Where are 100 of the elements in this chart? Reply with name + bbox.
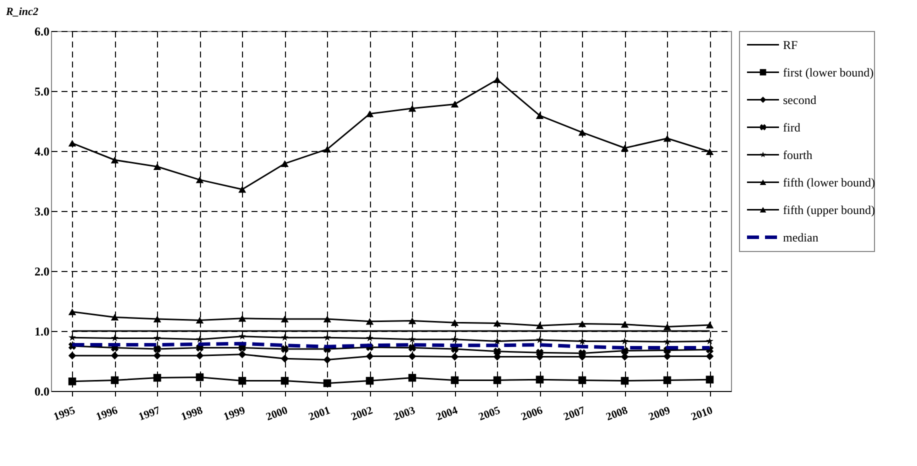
point	[323, 356, 332, 364]
x-tick-label: 2004	[434, 404, 460, 424]
point	[621, 337, 628, 344]
point	[408, 336, 416, 343]
point	[280, 376, 289, 385]
point	[536, 322, 544, 329]
point	[153, 316, 162, 322]
point	[536, 336, 544, 344]
point	[493, 76, 502, 83]
legend-label: fird	[783, 120, 800, 134]
point	[620, 352, 629, 361]
point	[238, 186, 246, 193]
point	[706, 322, 714, 328]
x-tick-label: 2008	[604, 404, 630, 424]
y-tick-label: 1.0	[34, 324, 50, 338]
y-tick-label: 3.0	[34, 204, 50, 218]
x-tick-label: 2006	[520, 404, 545, 424]
legend-label: fifth (upper bound)	[783, 202, 875, 217]
y-tick-label: 0.0	[34, 384, 50, 398]
y-tick-label: 6.0	[34, 24, 50, 38]
point	[493, 320, 502, 327]
legend-label: RF	[783, 38, 798, 52]
point	[706, 376, 714, 384]
point	[493, 348, 502, 356]
point	[620, 321, 629, 328]
legend-label: median	[783, 230, 818, 244]
x-tick-label: 2005	[477, 404, 502, 424]
point	[68, 378, 76, 386]
point	[196, 373, 204, 382]
point	[408, 317, 416, 324]
x-tick-label: 2010	[690, 404, 715, 424]
point	[323, 316, 332, 322]
point	[451, 336, 458, 343]
point	[620, 144, 629, 152]
x-tick-label: 1997	[137, 404, 162, 424]
point	[110, 314, 119, 321]
point	[578, 376, 586, 384]
point	[366, 318, 374, 325]
point	[578, 129, 586, 136]
point	[68, 140, 76, 147]
point	[578, 337, 586, 344]
point	[111, 334, 118, 342]
point	[450, 376, 459, 384]
point	[450, 352, 459, 361]
point	[620, 376, 629, 385]
legend-label: fifth (lower bound)	[783, 175, 875, 190]
point	[706, 352, 714, 360]
point	[280, 316, 289, 322]
point	[578, 320, 586, 328]
legend-label: second	[783, 92, 816, 107]
point	[366, 352, 374, 360]
point	[408, 344, 416, 352]
point	[536, 112, 544, 119]
x-tick-label: 2007	[562, 404, 588, 424]
x-tick-label: 2003	[392, 404, 418, 424]
point	[706, 337, 714, 344]
point	[408, 105, 416, 112]
point	[238, 332, 246, 340]
point	[663, 376, 672, 384]
point	[536, 348, 544, 356]
point	[323, 379, 332, 388]
point	[110, 156, 119, 164]
x-tick-label: 1995	[52, 404, 78, 424]
point	[238, 376, 246, 385]
point	[238, 315, 246, 322]
y-tick-label: 5.0	[34, 84, 50, 98]
y-axis-title: R_inc2	[5, 6, 39, 18]
x-tick-label: 2000	[264, 404, 290, 424]
point	[408, 374, 416, 382]
point	[68, 352, 76, 360]
point	[663, 135, 672, 142]
x-tick-label: 1999	[222, 404, 248, 424]
point	[153, 163, 162, 170]
point	[153, 345, 162, 353]
point	[280, 160, 289, 167]
point	[280, 354, 289, 362]
point	[153, 352, 162, 360]
point	[280, 345, 289, 353]
point	[706, 148, 714, 155]
point	[408, 352, 416, 360]
point	[493, 376, 502, 384]
legend-label: first (lower bound)	[783, 65, 874, 80]
point	[196, 336, 204, 343]
point	[664, 338, 671, 345]
point	[281, 334, 288, 341]
point	[366, 376, 374, 385]
y-tick-label: 4.0	[34, 144, 50, 158]
x-tick-label: 2009	[647, 404, 672, 424]
point	[663, 352, 672, 360]
point	[450, 319, 459, 326]
x-tick-label: 2001	[307, 404, 332, 424]
point	[196, 352, 204, 360]
x-tick-label: 2002	[350, 404, 375, 424]
point	[110, 376, 119, 384]
point	[494, 337, 501, 344]
point	[536, 376, 544, 384]
point	[366, 110, 374, 118]
point	[238, 350, 246, 358]
point	[450, 100, 459, 108]
point	[110, 352, 119, 360]
